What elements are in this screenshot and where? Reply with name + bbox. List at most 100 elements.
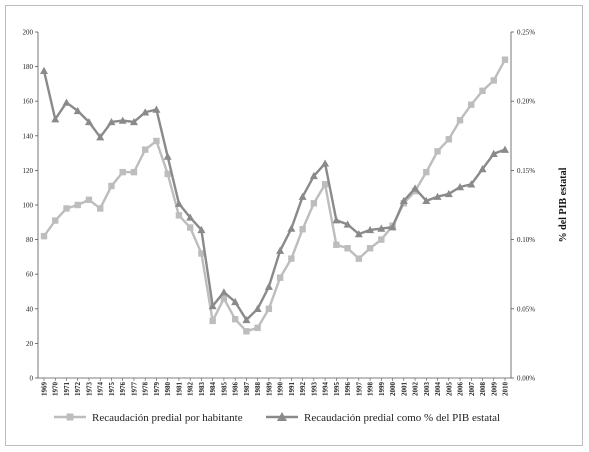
data-point [254, 324, 261, 332]
data-point [153, 137, 160, 145]
data-point [253, 304, 262, 312]
x-tick-label: 1977 [130, 382, 138, 397]
x-tick-label: 1987 [243, 382, 251, 397]
data-point [276, 274, 284, 281]
data-point [130, 168, 138, 176]
data-point [366, 245, 374, 252]
data-point [141, 108, 150, 116]
x-tick-label: 1969 [41, 382, 49, 397]
data-point [333, 241, 340, 248]
data-point [422, 196, 431, 205]
data-point [209, 317, 216, 325]
right-tick-label: 0.15% [517, 167, 535, 175]
left-tick-label: 120 [23, 167, 34, 175]
data-point [85, 196, 93, 204]
x-tick-label: 1992 [299, 382, 307, 397]
x-tick-label: 1970 [52, 382, 60, 397]
x-tick-label: 1981 [175, 382, 183, 397]
data-point [399, 196, 408, 205]
x-tick-label: 2007 [468, 382, 476, 397]
x-tick-label: 1983 [198, 382, 206, 397]
data-point [433, 192, 442, 200]
x-tick-label: 1986 [232, 382, 240, 397]
x-tick-label: 2009 [490, 382, 498, 397]
data-point [108, 182, 115, 190]
data-point [366, 225, 375, 234]
data-point [51, 115, 60, 123]
x-tick-label: 1971 [63, 382, 71, 397]
data-point [478, 165, 487, 173]
data-point [63, 205, 70, 212]
x-tick-label: 2000 [389, 382, 397, 397]
data-point [489, 149, 498, 157]
chart-series [40, 56, 509, 335]
legend-label: Recaudación predial como % del PIB estat… [304, 412, 500, 424]
data-point [40, 66, 48, 74]
x-tick-label: 1995 [333, 382, 341, 397]
data-point [264, 282, 273, 290]
data-point [321, 159, 330, 167]
x-tick-label: 1993 [310, 382, 318, 397]
data-point [73, 106, 82, 115]
data-point [378, 236, 385, 243]
data-point [411, 184, 420, 192]
x-tick-label: 1972 [74, 382, 82, 397]
data-point [377, 224, 386, 232]
data-point [456, 117, 464, 124]
data-point [287, 224, 296, 232]
series-line-1 [43, 59, 507, 333]
legend-marker [277, 412, 287, 421]
chart-svg: 0 20 40 60 80 100 120 140 160 180 200 0.00% 0.05% 0.1… [23, 29, 570, 425]
data-point [434, 148, 441, 155]
x-tick-label: 1996 [344, 382, 352, 397]
data-point [321, 181, 329, 188]
left-tick-label: 140 [23, 132, 34, 140]
data-point [299, 226, 306, 233]
data-point [220, 295, 228, 302]
data-point [40, 232, 48, 240]
x-tick-label: 2008 [479, 382, 487, 397]
data-point [164, 170, 171, 178]
left-tick-label: 160 [23, 98, 34, 106]
data-point [445, 136, 452, 143]
x-tick-label: 2010 [502, 382, 510, 397]
data-point [198, 250, 205, 257]
data-point [52, 217, 59, 224]
x-tick-label: 1999 [378, 382, 386, 397]
x-tick-label: 1976 [119, 382, 127, 397]
data-point [175, 212, 183, 219]
right-tick-label: 0.20% [517, 98, 535, 106]
data-point [186, 213, 195, 221]
x-tick-label: 1974 [97, 382, 105, 397]
left-tick-label: 80 [26, 236, 34, 244]
data-point [141, 146, 149, 153]
data-point [288, 255, 295, 262]
x-tick-label: 1984 [209, 382, 217, 397]
data-point [490, 77, 497, 84]
x-tick-label: 1988 [254, 382, 262, 397]
data-point [62, 98, 71, 106]
x-tick-label: 1973 [85, 382, 93, 397]
data-point [388, 223, 397, 231]
right-tick-label: 0.25% [517, 29, 535, 37]
data-point [479, 87, 486, 95]
data-point [129, 117, 138, 126]
x-tick-label: 1989 [265, 382, 273, 397]
data-point [468, 101, 475, 108]
x-tick-label: 1978 [142, 382, 150, 397]
data-point [231, 315, 239, 323]
data-point [152, 105, 161, 113]
data-point [444, 189, 453, 198]
x-tick-label: 2001 [400, 382, 408, 397]
x-tick-label: 2003 [423, 382, 431, 397]
data-point [355, 255, 363, 262]
data-point [310, 200, 318, 207]
x-tick-label: 1979 [153, 382, 161, 397]
data-point [501, 145, 509, 153]
x-tick-label: 1982 [187, 382, 195, 397]
x-tick-label: 1990 [277, 382, 285, 397]
left-tick-label: 40 [26, 305, 34, 313]
data-point [243, 328, 250, 335]
x-tick-label: 2006 [457, 382, 465, 397]
data-point [163, 152, 172, 160]
